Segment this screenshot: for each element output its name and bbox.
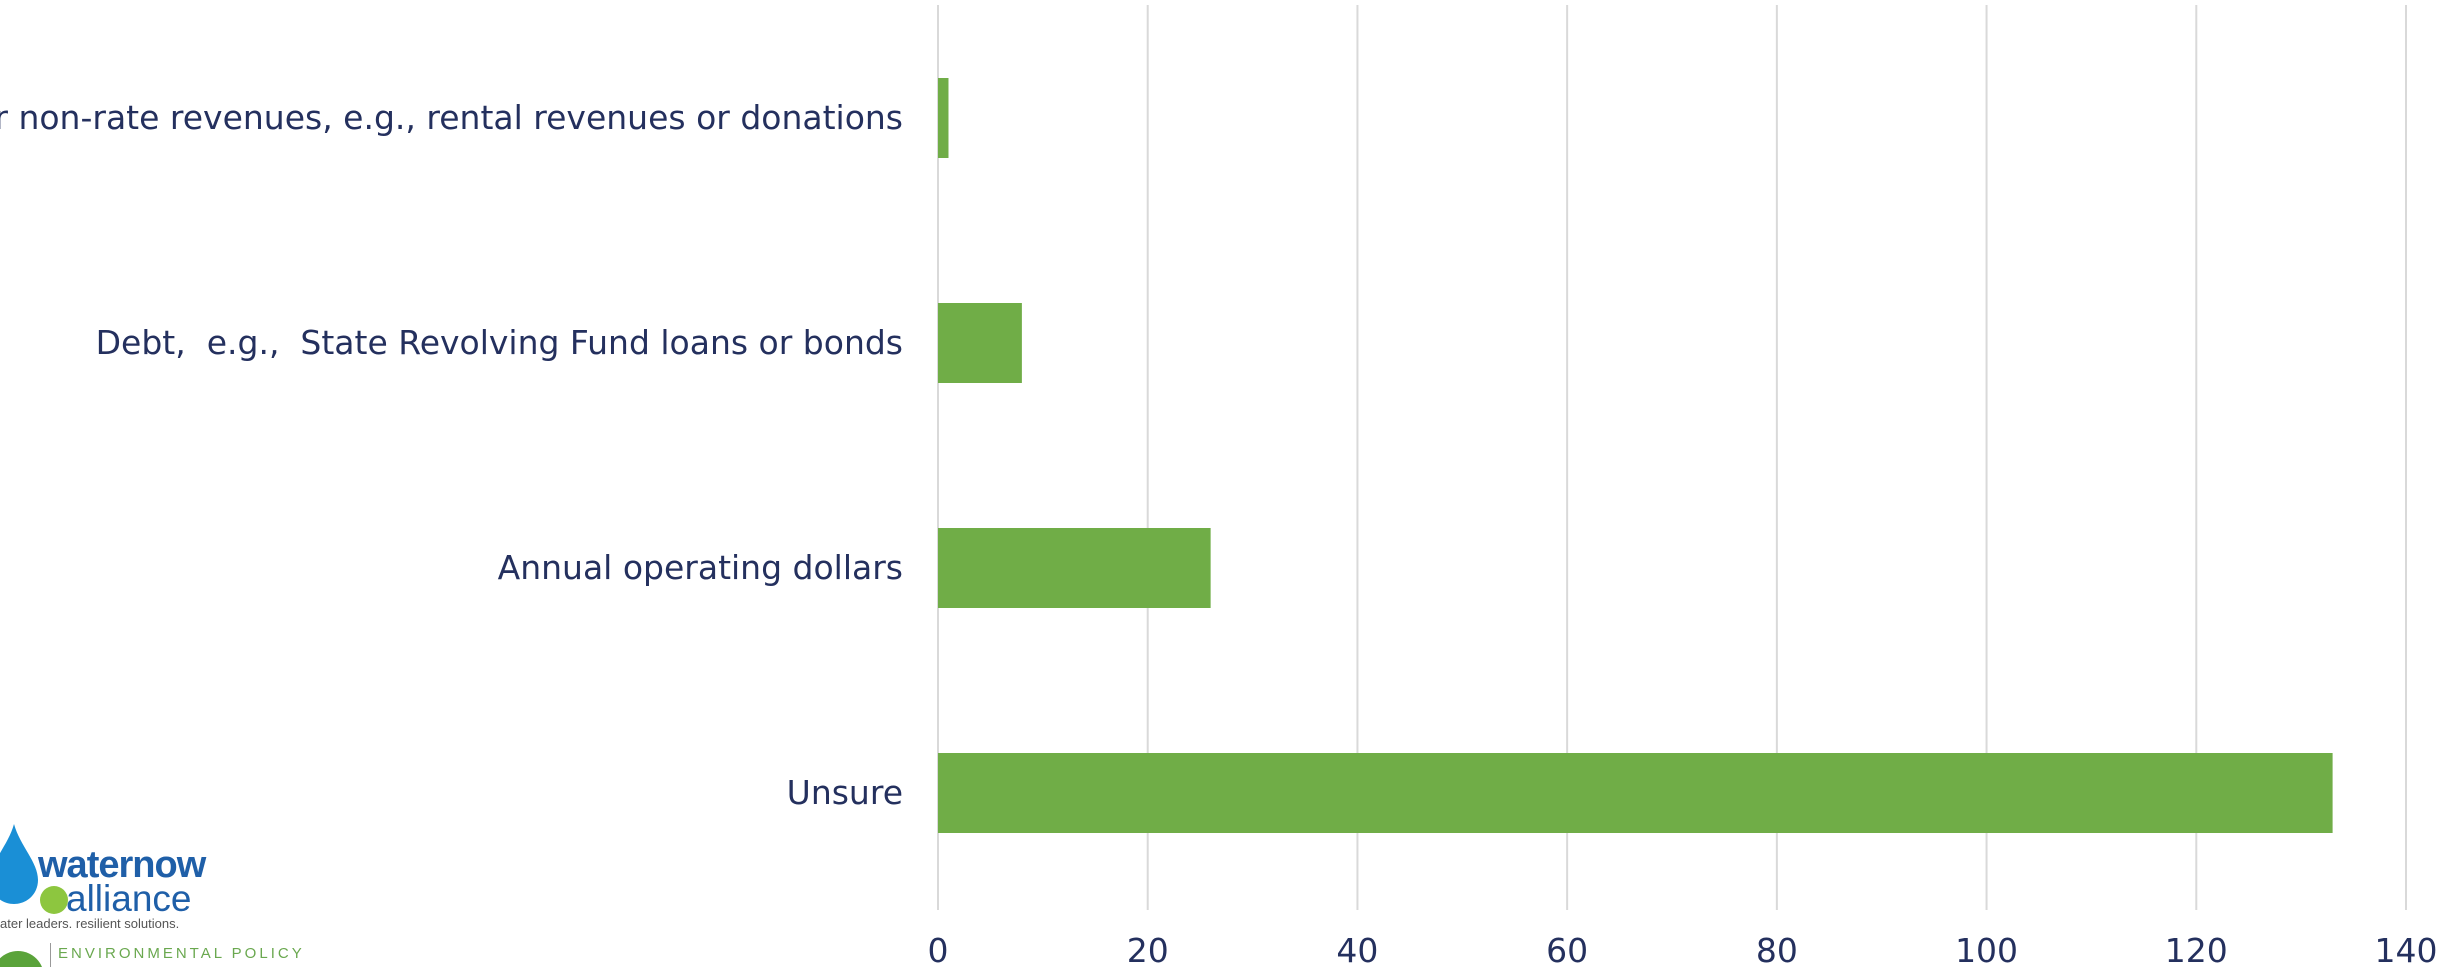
- partner-divider: [50, 943, 51, 967]
- category-label: Unsure: [787, 773, 903, 812]
- waternow-alliance-logo: waternow alliance ater leaders. resilien…: [0, 812, 240, 937]
- x-tick-label: 40: [1336, 931, 1378, 967]
- x-tick-label: 100: [1955, 931, 2018, 967]
- category-label: Annual operating dollars: [498, 548, 903, 587]
- brand-line-2: alliance: [66, 878, 192, 919]
- partner-text: ENVIRONMENTAL POLICY: [58, 945, 305, 962]
- green-dot-icon: [40, 886, 68, 914]
- x-tick-label: 0: [928, 931, 949, 967]
- partner-logo: ENVIRONMENTAL POLICY: [0, 935, 340, 967]
- bar: [938, 78, 949, 158]
- x-tick-label: 20: [1127, 931, 1169, 967]
- category-labels: Other non-rate revenues, e.g., rental re…: [0, 98, 903, 812]
- category-label: Other non-rate revenues, e.g., rental re…: [0, 98, 903, 137]
- bar: [938, 528, 1211, 608]
- brand-tagline: ater leaders. resilient solutions.: [0, 916, 180, 931]
- x-tick-label: 120: [2165, 931, 2228, 967]
- category-label: Debt, e.g., State Revolving Fund loans o…: [96, 323, 903, 362]
- gridlines: [937, 5, 2407, 910]
- bar: [938, 303, 1022, 383]
- water-drop-icon: [0, 824, 38, 904]
- bars: [938, 78, 2333, 833]
- bar: [938, 753, 2333, 833]
- x-tick-label: 80: [1756, 931, 1798, 967]
- x-tick-labels: 0 20 40 60 80 100 120 140: [928, 931, 2438, 967]
- brand-line-1: waternow: [38, 844, 206, 886]
- x-tick-label: 140: [2375, 931, 2438, 967]
- partner-circle-icon: [0, 951, 44, 967]
- x-tick-label: 60: [1546, 931, 1588, 967]
